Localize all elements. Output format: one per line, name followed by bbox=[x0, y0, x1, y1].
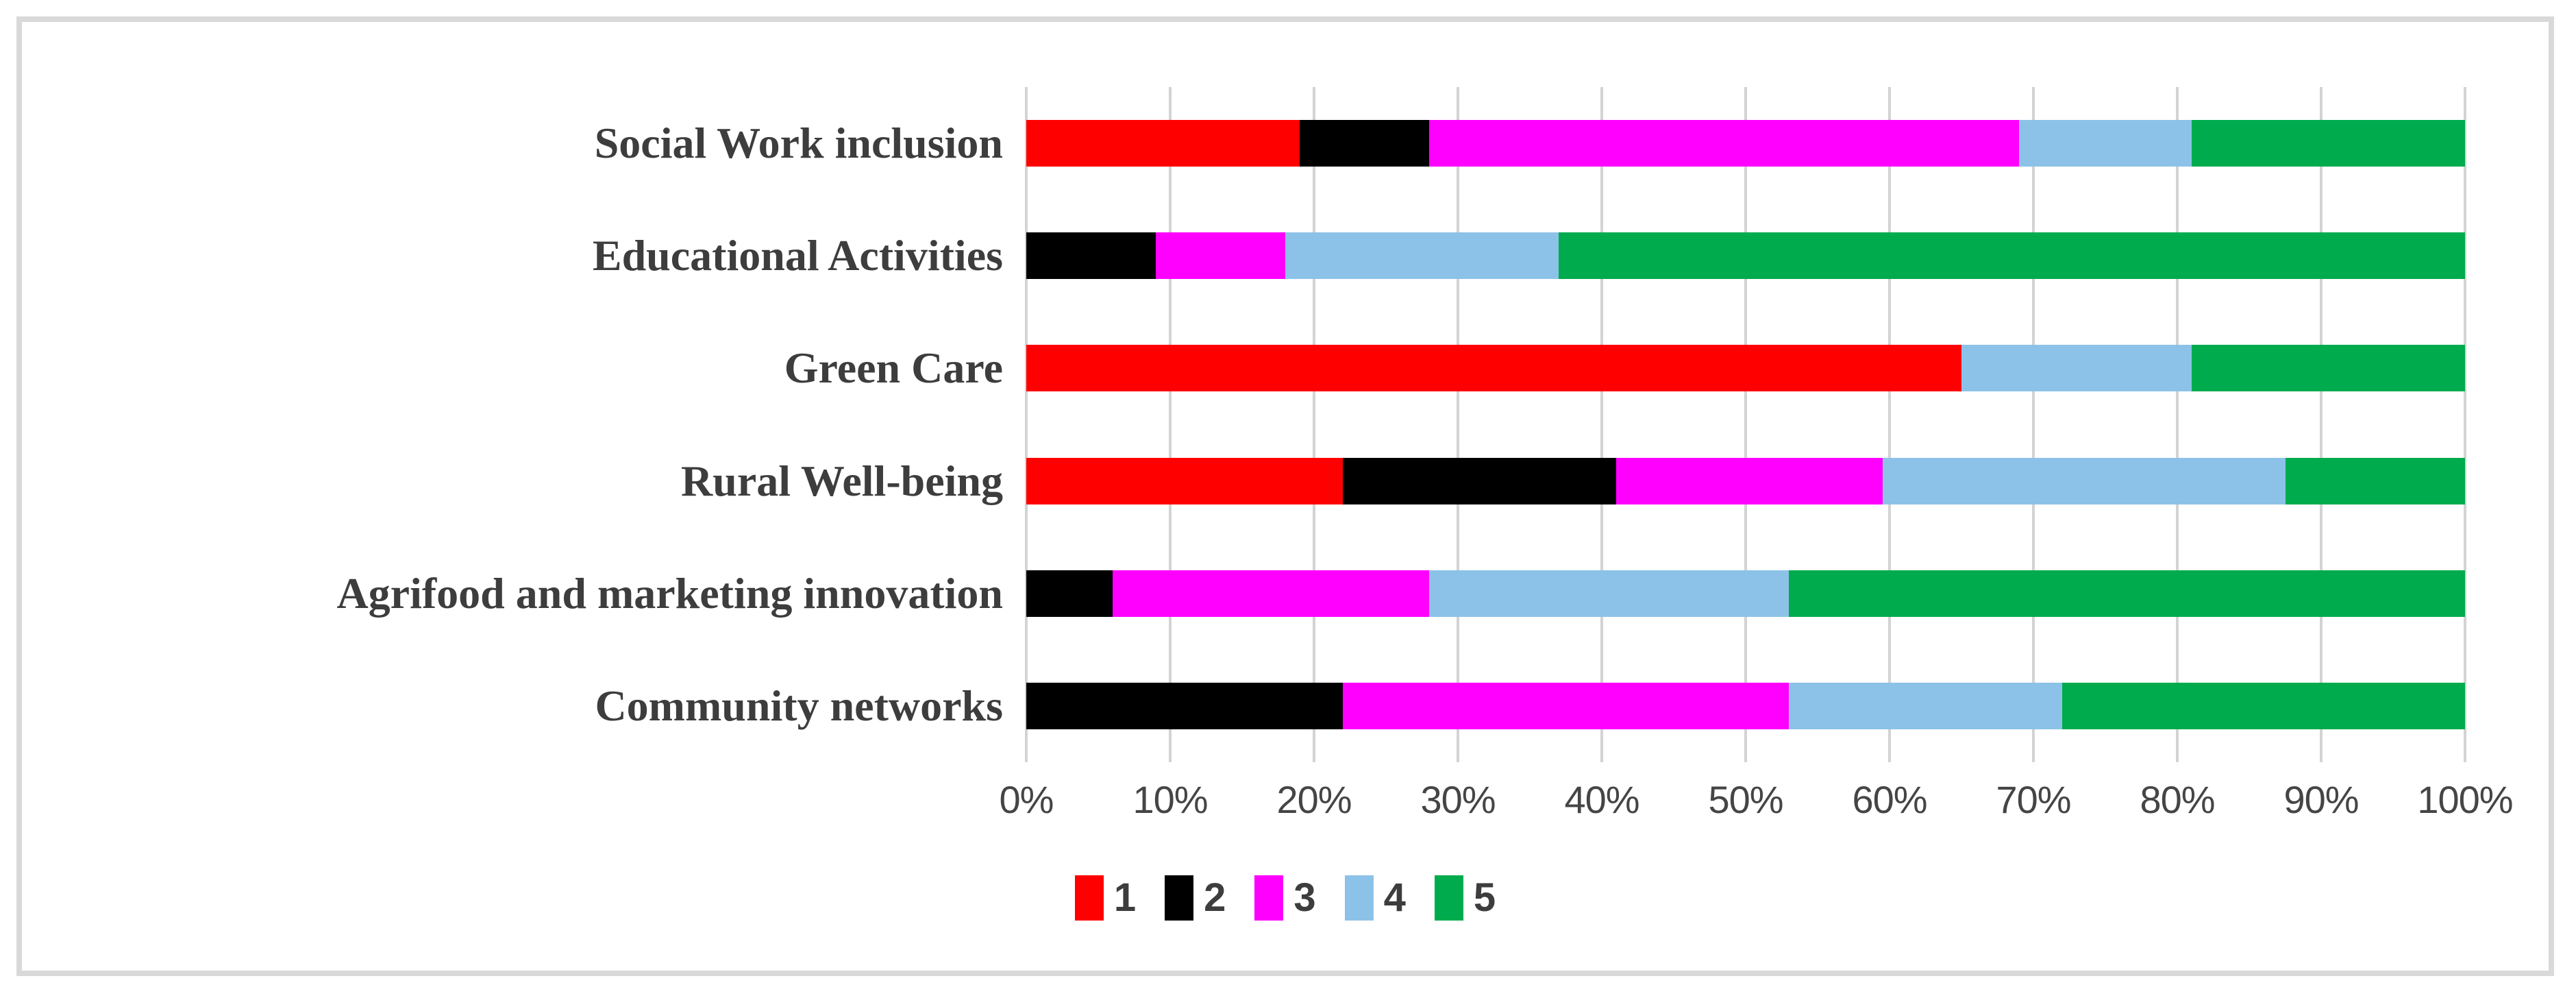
gridline bbox=[1025, 87, 1028, 762]
bar-segment-4 bbox=[1961, 345, 2192, 392]
legend-item-1: 1 bbox=[1074, 875, 1137, 921]
gridline bbox=[2320, 87, 2323, 762]
gridline bbox=[2032, 87, 2035, 762]
bar-segment-4 bbox=[2019, 120, 2192, 167]
x-tick-label: 80% bbox=[2140, 778, 2215, 821]
legend-label: 3 bbox=[1293, 875, 1316, 920]
category-labels: Social Work inclusion Educational Activit… bbox=[49, 87, 1003, 762]
bar-segment-2 bbox=[1026, 682, 1343, 729]
bar-segment-1 bbox=[1026, 457, 1343, 504]
x-tick-label: 30% bbox=[1420, 778, 1496, 821]
stacked-bar bbox=[1026, 345, 2465, 392]
bar-row bbox=[1026, 650, 2465, 762]
gridline bbox=[1457, 87, 1459, 762]
legend-item-3: 3 bbox=[1254, 875, 1316, 921]
x-tick-label: 60% bbox=[1852, 778, 1927, 821]
bar-segment-5 bbox=[2062, 682, 2465, 729]
category-label: Green Care bbox=[784, 343, 1003, 393]
bar-segment-4 bbox=[1285, 232, 1559, 280]
bar-segment-3 bbox=[1616, 457, 1883, 504]
bar-row bbox=[1026, 425, 2465, 537]
gridline bbox=[1313, 87, 1315, 762]
legend-swatch-5 bbox=[1434, 875, 1463, 921]
plot-area bbox=[1025, 87, 2466, 762]
gridline bbox=[1600, 87, 1603, 762]
gridline bbox=[1744, 87, 1747, 762]
bar-segment-5 bbox=[2192, 120, 2465, 167]
legend-swatch-3 bbox=[1254, 875, 1284, 921]
x-tick-label: 100% bbox=[2417, 778, 2513, 821]
stacked-bar bbox=[1026, 570, 2465, 617]
figure-frame: Social Work inclusion Educational Activit… bbox=[16, 16, 2554, 976]
stacked-bar bbox=[1026, 232, 2465, 280]
x-tick-label: 70% bbox=[1996, 778, 2071, 821]
gridline bbox=[1888, 87, 1891, 762]
x-tick-label: 10% bbox=[1132, 778, 1208, 821]
bar-segment-3 bbox=[1429, 120, 2019, 167]
bar-row bbox=[1026, 312, 2465, 424]
legend-label: 4 bbox=[1383, 875, 1406, 920]
bar-segment-5 bbox=[2192, 345, 2465, 392]
bar-segment-2 bbox=[1026, 232, 1156, 280]
plot-rows bbox=[1026, 87, 2465, 762]
bar-segment-4 bbox=[1789, 682, 2062, 729]
gridline bbox=[2464, 87, 2466, 762]
legend: 1 2 3 4 5 bbox=[22, 875, 2549, 921]
bar-segment-1 bbox=[1026, 120, 1300, 167]
bar-segment-4 bbox=[1429, 570, 1789, 617]
gridline bbox=[2176, 87, 2179, 762]
legend-item-4: 4 bbox=[1344, 875, 1406, 921]
bar-segment-3 bbox=[1113, 570, 1429, 617]
x-tick-label: 50% bbox=[1708, 778, 1783, 821]
legend-swatch-4 bbox=[1344, 875, 1374, 921]
bar-segment-4 bbox=[1882, 457, 2286, 504]
x-tick-label: 20% bbox=[1276, 778, 1352, 821]
stacked-bar bbox=[1026, 120, 2465, 167]
bar-segment-5 bbox=[1789, 570, 2465, 617]
bar-row bbox=[1026, 537, 2465, 650]
x-axis: 0% 10% 20% 30% 40% 50% 60% 70% 80% 90% 100% bbox=[1000, 777, 2514, 835]
category-label: Educational Activities bbox=[592, 231, 1003, 280]
bar-row bbox=[1026, 87, 2465, 199]
legend-label: 1 bbox=[1113, 875, 1137, 920]
bar-segment-5 bbox=[2285, 457, 2465, 504]
category-label: Community networks bbox=[595, 681, 1003, 730]
gridlines bbox=[1025, 87, 2466, 762]
category-label: Social Work inclusion bbox=[594, 119, 1003, 168]
stacked-bar bbox=[1026, 682, 2465, 729]
bar-segment-3 bbox=[1343, 682, 1789, 729]
gridline bbox=[1169, 87, 1172, 762]
legend-label: 5 bbox=[1473, 875, 1496, 920]
legend-item-2: 2 bbox=[1165, 875, 1226, 921]
x-tick-label: 90% bbox=[2283, 778, 2359, 821]
bar-segment-1 bbox=[1026, 345, 1961, 392]
bar-segment-2 bbox=[1026, 570, 1113, 617]
legend-swatch-1 bbox=[1074, 875, 1104, 921]
legend-item-5: 5 bbox=[1434, 875, 1496, 921]
x-tick-label: 40% bbox=[1564, 778, 1639, 821]
bar-segment-2 bbox=[1343, 457, 1616, 504]
bar-row bbox=[1026, 199, 2465, 312]
bar-segment-5 bbox=[1559, 232, 2465, 280]
x-tick-label: 0% bbox=[999, 778, 1054, 821]
bar-segment-2 bbox=[1300, 120, 1429, 167]
category-label: Rural Well-being bbox=[681, 456, 1003, 505]
bar-segment-3 bbox=[1156, 232, 1285, 280]
stacked-bar bbox=[1026, 457, 2465, 504]
legend-label: 2 bbox=[1204, 875, 1226, 920]
category-label: Agrifood and marketing innovation bbox=[336, 568, 1003, 618]
legend-swatch-2 bbox=[1165, 875, 1194, 921]
